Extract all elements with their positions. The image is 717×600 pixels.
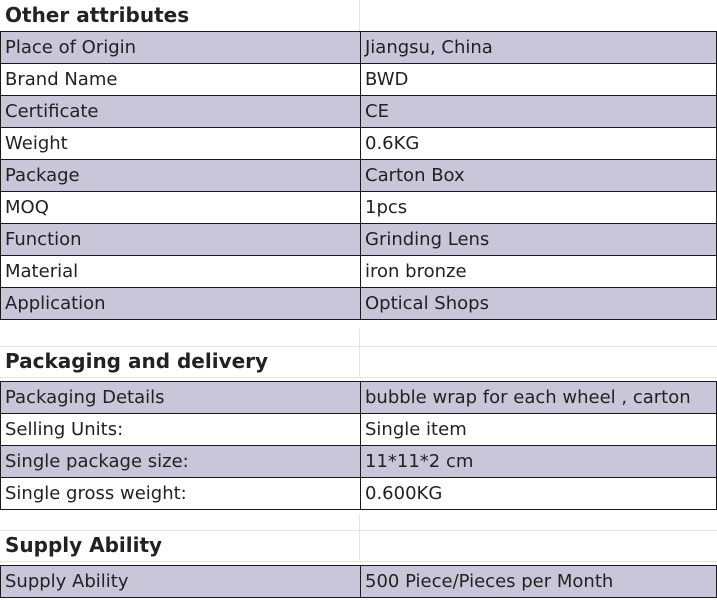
empty-row	[0, 514, 717, 531]
table-row: Single gross weight: 0.600KG	[0, 477, 717, 510]
table-row: Weight 0.6KG	[0, 127, 717, 160]
section-title: Packaging and delivery	[0, 345, 717, 378]
attribute-value: iron bronze	[360, 255, 717, 288]
table-row: Brand Name BWD	[0, 63, 717, 96]
attribute-name: Application	[0, 287, 361, 320]
attribute-name: Place of Origin	[0, 31, 361, 64]
attribute-value: CE	[360, 95, 717, 128]
attribute-value: 500 Piece/Pieces per Month	[360, 565, 717, 598]
section-title: Other attributes	[0, 0, 717, 32]
attribute-name: Package	[0, 159, 361, 192]
table-row: Function Grinding Lens	[0, 223, 717, 256]
table-row: Application Optical Shops	[0, 287, 717, 320]
table-row: Certificate CE	[0, 95, 717, 128]
attribute-name: Single package size:	[0, 445, 361, 478]
attribute-value: Grinding Lens	[360, 223, 717, 256]
attribute-name: Single gross weight:	[0, 477, 361, 510]
table-row: Supply Ability 500 Piece/Pieces per Month	[0, 565, 717, 598]
table-row: Selling Units: Single item	[0, 413, 717, 446]
table-row: MOQ 1pcs	[0, 191, 717, 224]
attributes-table: Packaging Details bubble wrap for each wh…	[0, 381, 717, 510]
attribute-value: Single item	[360, 413, 717, 446]
attribute-value: bubble wrap for each wheel , carton	[360, 381, 717, 414]
attribute-name: Certificate	[0, 95, 361, 128]
table-row: Single package size: 11*11*2 cm	[0, 445, 717, 478]
table-row: Material iron bronze	[0, 255, 717, 288]
attributes-table: Supply Ability 500 Piece/Pieces per Month	[0, 565, 717, 598]
table-row: Package Carton Box	[0, 159, 717, 192]
empty-row	[0, 329, 717, 347]
attribute-value: Jiangsu, China	[360, 31, 717, 64]
attribute-value: 0.600KG	[360, 477, 717, 510]
section-title: Supply Ability	[0, 529, 717, 562]
attribute-value: Optical Shops	[360, 287, 717, 320]
attribute-name: Packaging Details	[0, 381, 361, 414]
attribute-value: 11*11*2 cm	[360, 445, 717, 478]
attribute-value: BWD	[360, 63, 717, 96]
attributes-table: Place of Origin Jiangsu, China Brand Name B…	[0, 31, 717, 320]
table-row: Packaging Details bubble wrap for each wh…	[0, 381, 717, 414]
attribute-name: Function	[0, 223, 361, 256]
attribute-value: Carton Box	[360, 159, 717, 192]
attribute-name: MOQ	[0, 191, 361, 224]
attribute-name: Weight	[0, 127, 361, 160]
attribute-value: 1pcs	[360, 191, 717, 224]
attribute-value: 0.6KG	[360, 127, 717, 160]
table-row: Place of Origin Jiangsu, China	[0, 31, 717, 64]
attribute-name: Material	[0, 255, 361, 288]
attribute-name: Supply Ability	[0, 565, 361, 598]
attribute-name: Brand Name	[0, 63, 361, 96]
attribute-name: Selling Units:	[0, 413, 361, 446]
